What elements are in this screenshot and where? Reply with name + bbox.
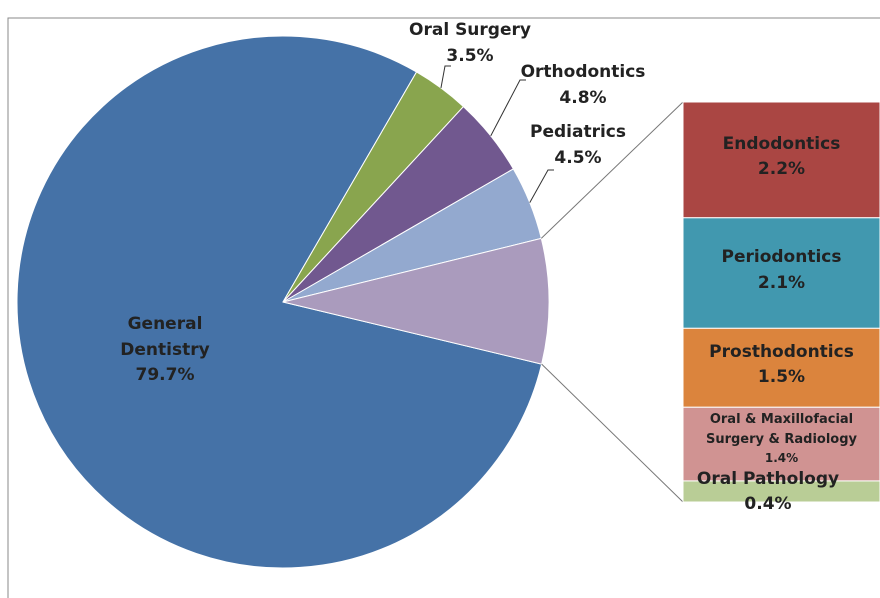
label-value: 2.1% (757, 272, 806, 293)
data-label: Pediatrics 4.5% (513, 120, 643, 171)
data-label: Oral Pathology 0.4% (673, 467, 863, 518)
bar-segment (682, 101, 880, 219)
label-name: Oral Surgery (409, 20, 531, 40)
label-value: 79.7% (135, 365, 195, 385)
bar-segment (682, 406, 880, 482)
bar-segment (682, 327, 880, 408)
data-label: General Dentistry 79.7% (85, 312, 245, 389)
bar-segment (682, 480, 880, 503)
label-value: 4.5% (554, 147, 602, 168)
label-box: General Dentistry 79.7% (85, 312, 245, 389)
label-name: Periodontics (721, 247, 842, 268)
data-label: Orthodontics 4.8% (508, 60, 658, 111)
label-box: Endodontics 2.2% (687, 132, 877, 183)
label-box: Oral Surgery 3.5% (400, 18, 540, 69)
data-label: Oral & Maxillofacial Surgery & Radiology… (687, 410, 877, 467)
label-name: Oral Pathology (696, 468, 840, 489)
label-box: Oral & Maxillofacial Surgery & Radiology… (687, 410, 877, 467)
label-value: 4.8% (559, 87, 607, 108)
leader-line (440, 65, 451, 89)
label-box: Orthodontics 4.8% (508, 60, 658, 111)
label-name: Endodontics (722, 133, 841, 154)
label-value: 2.2% (757, 159, 806, 180)
chart-border (7, 17, 880, 598)
bar-segment (682, 217, 880, 329)
label-name: General Dentistry (120, 314, 210, 360)
label-name: Pediatrics (530, 122, 626, 142)
label-box: Prosthodontics 1.5% (687, 340, 877, 391)
data-label: Oral Surgery 3.5% (400, 18, 540, 69)
connector-line (540, 101, 684, 239)
label-box: Oral Pathology 0.4% (673, 467, 863, 518)
label-name: Orthodontics (520, 62, 646, 82)
label-box: Pediatrics 4.5% (513, 120, 643, 171)
label-name: Oral & Maxillofacial Surgery & Radiology (705, 412, 858, 447)
pie-slice (16, 35, 543, 569)
connector-line (541, 363, 684, 503)
data-label: Prosthodontics 1.5% (687, 340, 877, 391)
data-label: Periodontics 2.1% (687, 245, 877, 296)
data-label: Endodontics 2.2% (687, 132, 877, 183)
leader-line (529, 169, 554, 203)
pie-slice (282, 237, 550, 365)
label-value: 3.5% (446, 45, 494, 66)
label-value: 1.4% (764, 451, 799, 466)
label-name: Prosthodontics (709, 341, 854, 362)
label-value: 1.5% (757, 367, 806, 388)
leader-line (490, 79, 526, 137)
label-value: 0.4% (744, 494, 792, 515)
label-box: Periodontics 2.1% (687, 245, 877, 296)
